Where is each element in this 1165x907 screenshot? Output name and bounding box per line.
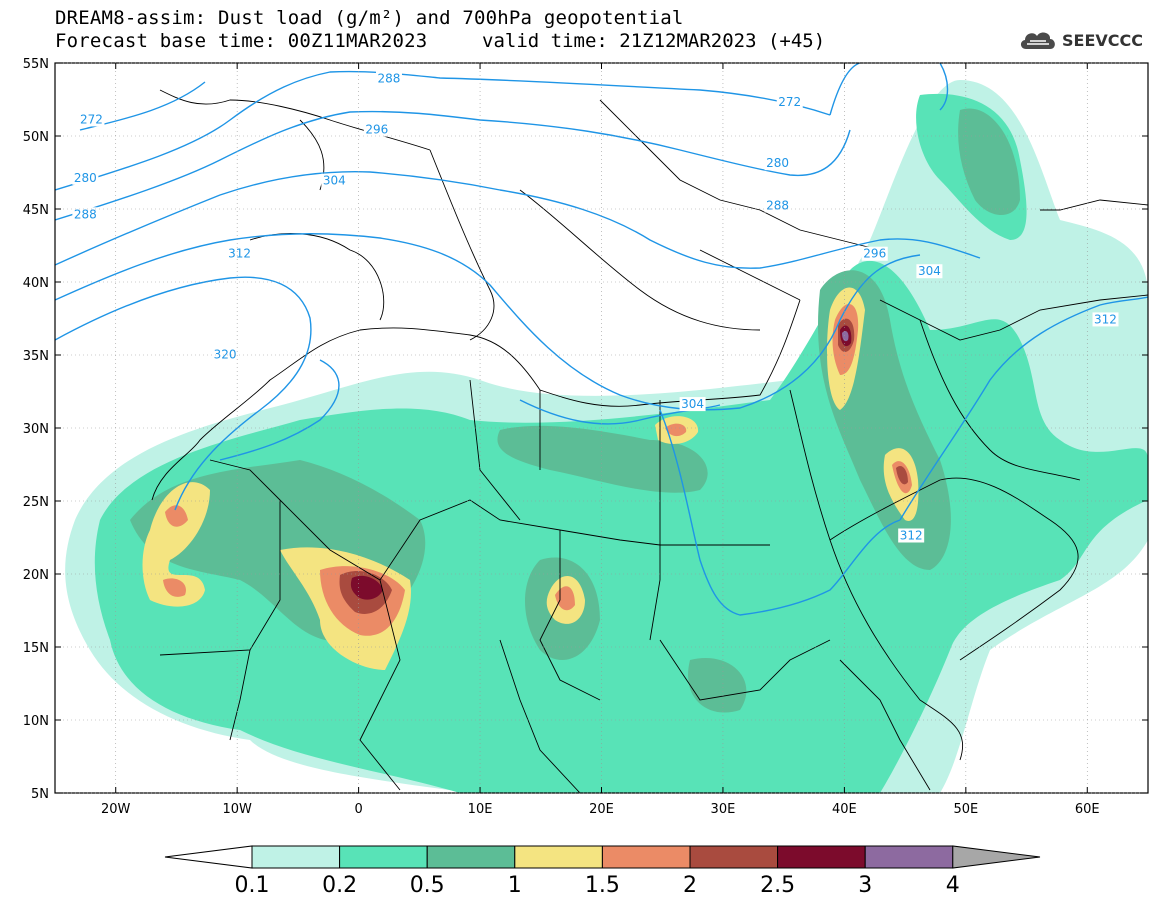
contour-label-bg: [764, 156, 791, 171]
colorbar-over-arrow: [952, 845, 1041, 869]
cloud-logo-icon: [1020, 32, 1055, 49]
contour-label-bg: [72, 170, 99, 185]
colorbar-label: 1.5: [585, 873, 620, 898]
colorbar-label: 0.5: [410, 873, 445, 898]
lon-label: 60E: [1075, 802, 1100, 817]
colorbar-swatch: [251, 845, 341, 869]
valid-time: valid time: 21Z12MAR2023 (+45): [482, 30, 826, 52]
contour-label: 304: [918, 264, 941, 278]
contour-label-bg: [679, 397, 706, 412]
geopotential-contours: [55, 63, 1148, 616]
coastlines-borders: [151, 89, 1148, 793]
longitude-labels: 20W 10W 0 10E 20E 30E 40E 50E 60E: [101, 802, 1100, 817]
contour-label: 288: [74, 207, 97, 221]
contour-label: 280: [766, 156, 789, 170]
contour-label: 304: [681, 397, 704, 411]
contour-label: 280: [74, 171, 97, 185]
forecast-base-time: Forecast base time: 00Z11MAR2023: [55, 30, 428, 52]
contour-label: 288: [766, 199, 789, 213]
lon-label: 0: [354, 802, 362, 817]
contour-label-bg: [212, 347, 239, 362]
latitude-labels: 55N 50N 45N 40N 35N 30N 25N 20N 15N 10N 5N: [23, 57, 49, 802]
contour-label-bg: [916, 264, 943, 279]
contour-label-bg: [776, 94, 803, 109]
contour-label-bg: [898, 528, 925, 543]
lon-label: 20E: [589, 802, 614, 817]
lat-label: 15N: [23, 641, 49, 656]
contour-label: 320: [214, 347, 237, 361]
contour-label-bg: [78, 112, 105, 127]
contour-label: 304: [323, 174, 346, 188]
seevccc-logo: SEEVCCC: [1018, 25, 1143, 55]
dust-contour-1.5: [163, 303, 912, 636]
lon-label: 20W: [101, 802, 131, 817]
colorbar-label: 2: [683, 873, 697, 898]
lat-label: 50N: [23, 130, 49, 145]
lat-label: 30N: [23, 422, 49, 437]
lat-label: 35N: [23, 349, 49, 364]
graticule: [55, 62, 1148, 794]
contour-label-bg: [861, 246, 888, 261]
colorbar: [164, 845, 1041, 869]
lon-label: 30E: [711, 802, 736, 817]
colorbar-label: 3: [858, 873, 872, 898]
colorbar-swatch: [689, 845, 779, 869]
lon-label: 50E: [953, 802, 978, 817]
lat-label: 5N: [31, 787, 49, 802]
lat-label: 20N: [23, 568, 49, 583]
colorbar-label: 1: [508, 873, 522, 898]
colorbar-labels: 0.1 0.2 0.5 1 1.5 2 2.5 3 4: [235, 873, 960, 898]
colorbar-under-arrow: [164, 845, 253, 869]
colorbar-label: 2.5: [760, 873, 795, 898]
lat-label: 55N: [23, 57, 49, 72]
lat-label: 25N: [23, 495, 49, 510]
contour-label-bg: [226, 246, 253, 261]
contour-label: 312: [900, 529, 923, 543]
colorbar-label: 0.1: [235, 873, 270, 898]
contour-label-bg: [363, 122, 390, 137]
contour-label: 288: [378, 72, 401, 86]
contour-label-bg: [72, 207, 99, 222]
lon-label: 10W: [222, 802, 252, 817]
contour-label-bg: [321, 173, 348, 188]
lon-label: 10E: [468, 802, 493, 817]
contour-label: 296: [365, 123, 388, 137]
contour-label-bg: [375, 71, 402, 86]
colorbar-swatch: [601, 845, 691, 869]
colorbar-swatch: [426, 845, 516, 869]
contour-label-layer: 288 272 296 280 304 288 312 320 272 280 288 296 304 3…: [72, 71, 1119, 543]
colorbar-swatch: [864, 845, 954, 869]
colorbar-label: 0.2: [322, 873, 357, 898]
contour-label: 296: [863, 247, 886, 261]
contour-label: 272: [778, 95, 801, 109]
contour-label-bg: [1092, 312, 1119, 327]
colorbar-swatch: [777, 845, 866, 869]
lon-label: 40E: [832, 802, 857, 817]
colorbar-label: 4: [946, 873, 960, 898]
contour-label: 312: [1094, 312, 1117, 326]
map-title: DREAM8-assim: Dust load (g/m²) and 700hP…: [55, 7, 684, 29]
axis-ticks: [55, 62, 1148, 794]
lat-label: 10N: [23, 714, 49, 729]
colorbar-swatch: [514, 845, 603, 869]
lat-label: 45N: [23, 203, 49, 218]
colorbar-swatch: [339, 845, 428, 869]
lat-label: 40N: [23, 276, 49, 291]
dust-contour-3: [842, 330, 849, 342]
contour-label: 272: [80, 112, 103, 126]
contour-label: 312: [228, 247, 251, 261]
logo-text: SEEVCCC: [1062, 30, 1143, 50]
